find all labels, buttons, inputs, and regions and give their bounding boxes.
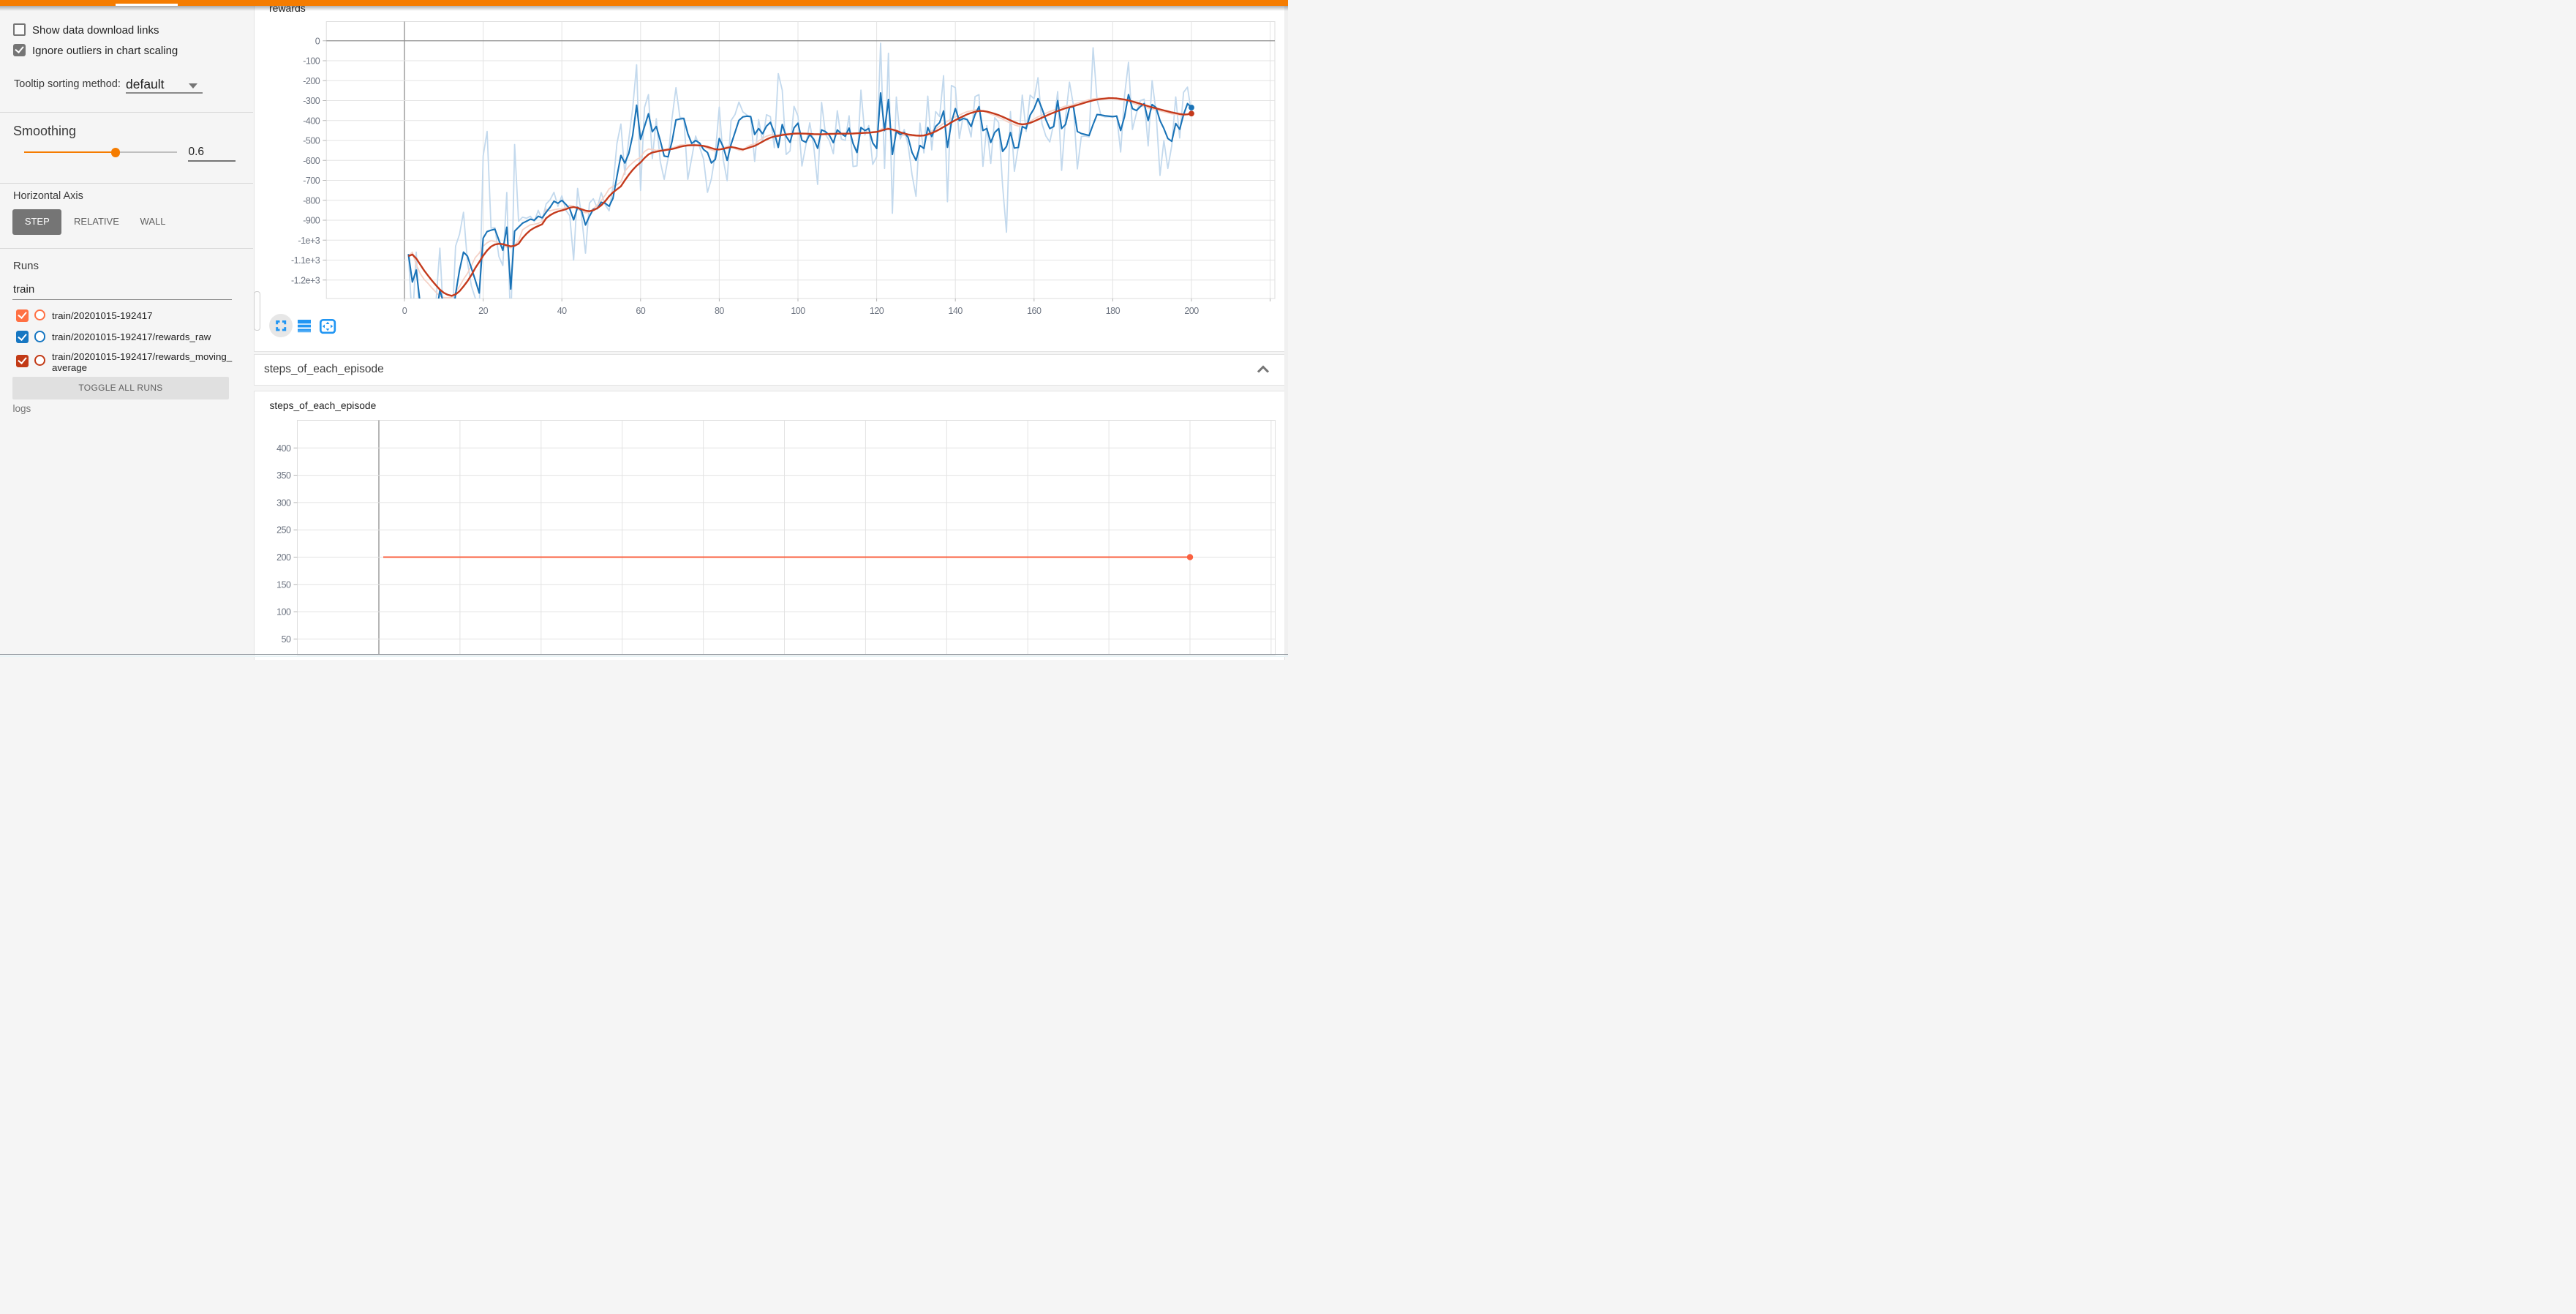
svg-text:-100: -100 — [303, 56, 320, 67]
svg-text:0: 0 — [402, 306, 407, 316]
svg-text:400: 400 — [276, 443, 291, 454]
svg-text:250: 250 — [276, 525, 291, 536]
svg-text:140: 140 — [949, 306, 963, 316]
svg-text:100: 100 — [276, 607, 291, 617]
svg-text:-1e+3: -1e+3 — [298, 236, 320, 246]
svg-text:-900: -900 — [303, 216, 320, 226]
svg-text:60: 60 — [636, 306, 645, 316]
svg-text:20: 20 — [478, 306, 488, 316]
svg-text:150: 150 — [276, 579, 291, 590]
svg-text:-500: -500 — [303, 136, 320, 146]
svg-text:-1.2e+3: -1.2e+3 — [291, 275, 320, 285]
svg-text:-1.1e+3: -1.1e+3 — [291, 255, 320, 266]
svg-text:-200: -200 — [303, 76, 320, 86]
svg-text:40: 40 — [557, 306, 567, 316]
svg-text:0: 0 — [315, 36, 320, 46]
svg-text:200: 200 — [1184, 306, 1199, 316]
svg-text:180: 180 — [1106, 306, 1121, 316]
svg-text:-400: -400 — [303, 116, 320, 126]
svg-text:100: 100 — [791, 306, 805, 316]
svg-text:80: 80 — [715, 306, 724, 316]
svg-text:-700: -700 — [303, 176, 320, 186]
svg-text:-300: -300 — [303, 96, 320, 106]
svg-text:50: 50 — [282, 634, 291, 645]
svg-text:160: 160 — [1027, 306, 1042, 316]
svg-text:350: 350 — [276, 470, 291, 481]
svg-text:200: 200 — [276, 552, 291, 563]
svg-text:-800: -800 — [303, 195, 320, 206]
svg-text:-600: -600 — [303, 156, 320, 166]
svg-text:300: 300 — [276, 498, 291, 508]
svg-text:120: 120 — [870, 306, 884, 316]
